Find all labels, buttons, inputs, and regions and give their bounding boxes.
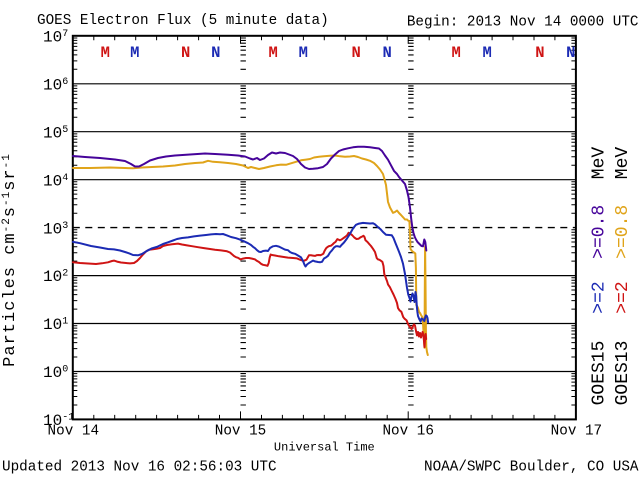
svg-text:GOES15: GOES15 [590,341,610,406]
svg-text:100: 100 [43,364,68,382]
svg-text:Nov 14: Nov 14 [48,424,99,440]
svg-text:102: 102 [43,268,68,286]
svg-text:M: M [101,44,110,62]
svg-text:Nov 16: Nov 16 [382,424,433,440]
svg-text:>=0.8: >=0.8 [613,205,633,259]
svg-text:Updated 2013 Nov 16 02:56:03 U: Updated 2013 Nov 16 02:56:03 UTC [2,460,277,476]
svg-text:GOES Electron Flux (5 minute d: GOES Electron Flux (5 minute data) [37,13,329,29]
svg-text:N: N [382,44,391,62]
svg-text:105: 105 [43,124,68,142]
svg-text:NOAA/SWPC Boulder, CO USA: NOAA/SWPC Boulder, CO USA [424,460,639,476]
svg-text:M: M [482,44,491,62]
svg-text:Begin: 2013 Nov 14 0000 UTC: Begin: 2013 Nov 14 0000 UTC [407,15,639,31]
svg-text:N: N [566,44,575,62]
svg-text:>=0.8: >=0.8 [590,205,610,259]
svg-text:MeV: MeV [590,147,610,180]
svg-text:101: 101 [43,316,68,334]
svg-text:M: M [299,44,308,62]
svg-text:N: N [352,44,361,62]
svg-text:104: 104 [43,172,68,190]
svg-text:106: 106 [43,77,68,95]
svg-text:GOES13: GOES13 [613,341,633,406]
svg-text:Particles cm-2s-1sr-1: Particles cm-2s-1sr-1 [1,153,20,367]
svg-text:N: N [535,44,544,62]
svg-text:>=2: >=2 [613,281,633,313]
svg-text:Nov 15: Nov 15 [215,424,266,440]
svg-text:M: M [130,44,139,62]
svg-text:>=2: >=2 [590,281,610,313]
svg-text:M: M [451,44,460,62]
svg-text:N: N [211,44,220,62]
svg-text:MeV: MeV [613,147,633,180]
svg-text:107: 107 [43,29,68,47]
svg-text:Nov 17: Nov 17 [551,424,602,440]
svg-text:Universal Time: Universal Time [274,441,375,455]
svg-text:N: N [181,44,190,62]
svg-text:M: M [269,44,278,62]
svg-text:103: 103 [43,220,68,238]
